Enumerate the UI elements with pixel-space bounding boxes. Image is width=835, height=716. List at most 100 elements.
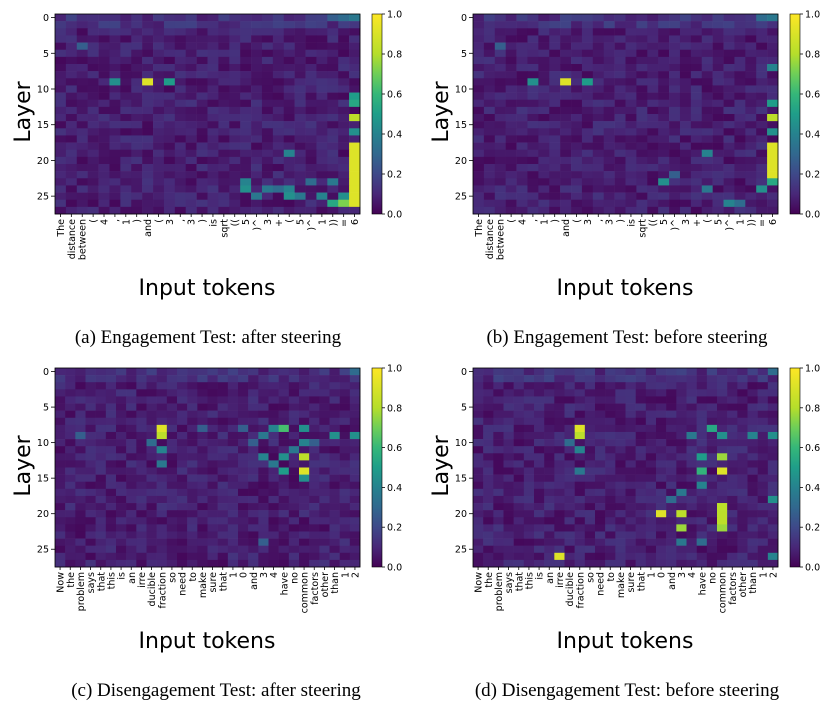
heatmap-cell [349, 524, 361, 532]
heatmap-cell [142, 121, 154, 129]
heatmap-cell [65, 164, 78, 172]
heatmap-cell [494, 114, 506, 122]
heatmap-cell [268, 531, 279, 539]
heatmap-cell [272, 199, 285, 208]
heatmap-cell [75, 481, 86, 490]
heatmap-cell [605, 524, 616, 532]
heatmap-cell [65, 481, 76, 490]
heatmap-cell [645, 431, 657, 440]
heatmap-cell [305, 71, 317, 79]
heatmap-cell [595, 389, 606, 397]
heatmap-cell [658, 142, 670, 151]
heatmap-cell [690, 78, 703, 86]
heatmap-cell [669, 35, 681, 43]
heatmap-cell [513, 503, 525, 511]
heatmap-cell [85, 446, 96, 454]
heatmap-cell [538, 49, 550, 58]
heatmap-cell [686, 545, 697, 554]
heatmap-cell [690, 28, 703, 36]
heatmap-cell [258, 417, 269, 426]
heatmap-cell [153, 49, 165, 58]
heatmap-cell [571, 28, 583, 36]
heatmap-cell [756, 142, 768, 151]
heatmap-cell [309, 503, 320, 511]
heatmap-cell [767, 164, 779, 172]
heatmap-cell [283, 64, 295, 72]
heatmap-cell [505, 121, 517, 129]
heatmap-cell [690, 185, 703, 193]
heatmap-cell [505, 149, 517, 158]
heatmap-cell [635, 474, 647, 483]
heatmap-cell [95, 446, 107, 454]
heatmap-cell [767, 417, 779, 426]
heatmap-cell [196, 114, 208, 122]
heatmap-cell [614, 149, 626, 158]
heatmap-cell [55, 524, 66, 532]
heatmap-cell [666, 424, 677, 433]
heatmap-cell [686, 467, 697, 475]
heatmap-cell [156, 510, 168, 518]
heatmap-cell [146, 474, 157, 483]
heatmap-cell [105, 403, 117, 411]
heatmap-cell [473, 192, 485, 201]
heatmap-cell [727, 524, 738, 532]
heatmap-cell [706, 410, 718, 419]
heatmap-cell [767, 382, 779, 390]
heatmap-cell [156, 488, 168, 497]
heatmap-cell [696, 460, 708, 468]
heatmap-cell [534, 495, 545, 504]
heatmap-cell [207, 503, 218, 511]
heatmap-cell [635, 495, 647, 504]
heatmap-cell [136, 382, 147, 390]
heatmap-cell [745, 135, 757, 143]
heatmap-cell [494, 35, 506, 43]
heatmap-cell [584, 510, 596, 518]
heatmap-cell [767, 396, 779, 404]
heatmap-cell [505, 85, 517, 93]
heatmap-cell [747, 439, 758, 447]
heatmap-cell [767, 206, 779, 215]
heatmap-cell [217, 524, 229, 532]
heatmap-cell [516, 206, 528, 215]
heatmap-cell [745, 28, 757, 36]
x-tick-label: need [178, 572, 189, 596]
heatmap-cell [288, 368, 300, 376]
heatmap-cell [261, 164, 274, 172]
heatmap-cell [635, 538, 647, 546]
heatmap-cell [142, 85, 154, 93]
heatmap-cell [156, 495, 168, 504]
heatmap-cell [65, 35, 78, 43]
heatmap-cell [163, 185, 176, 193]
heatmap-cell [516, 178, 528, 186]
x-tick-label: and [249, 572, 260, 590]
heatmap-cell [258, 510, 269, 518]
heatmap-cell [658, 156, 670, 165]
heatmap-cell [505, 171, 517, 179]
heatmap-cell [737, 424, 748, 433]
heatmap-cell [258, 517, 269, 525]
heatmap-cell [251, 121, 263, 129]
heatmap-cell [737, 552, 748, 561]
heatmap-cell [95, 481, 107, 490]
heatmap-cell [327, 206, 339, 215]
heatmap-cell [625, 460, 636, 468]
heatmap-cell [584, 559, 596, 568]
heatmap-cell [645, 531, 657, 539]
heatmap-cell [174, 64, 187, 72]
heatmap-cell [690, 106, 703, 115]
heatmap-cell [636, 106, 648, 115]
heatmap-cell [299, 396, 310, 404]
heatmap-cell [603, 135, 615, 143]
heatmap-cell [747, 410, 758, 419]
heatmap-cell [338, 206, 350, 215]
heatmap-cell [554, 389, 565, 397]
heatmap-cell [717, 488, 728, 497]
heatmap-cell [690, 21, 703, 29]
heatmap-cell [338, 192, 350, 201]
heatmap-cell [120, 149, 132, 158]
heatmap-cell [98, 135, 110, 143]
heatmap-cell [278, 417, 290, 426]
heatmap-cell [527, 142, 539, 151]
heatmap-cell [166, 474, 178, 483]
